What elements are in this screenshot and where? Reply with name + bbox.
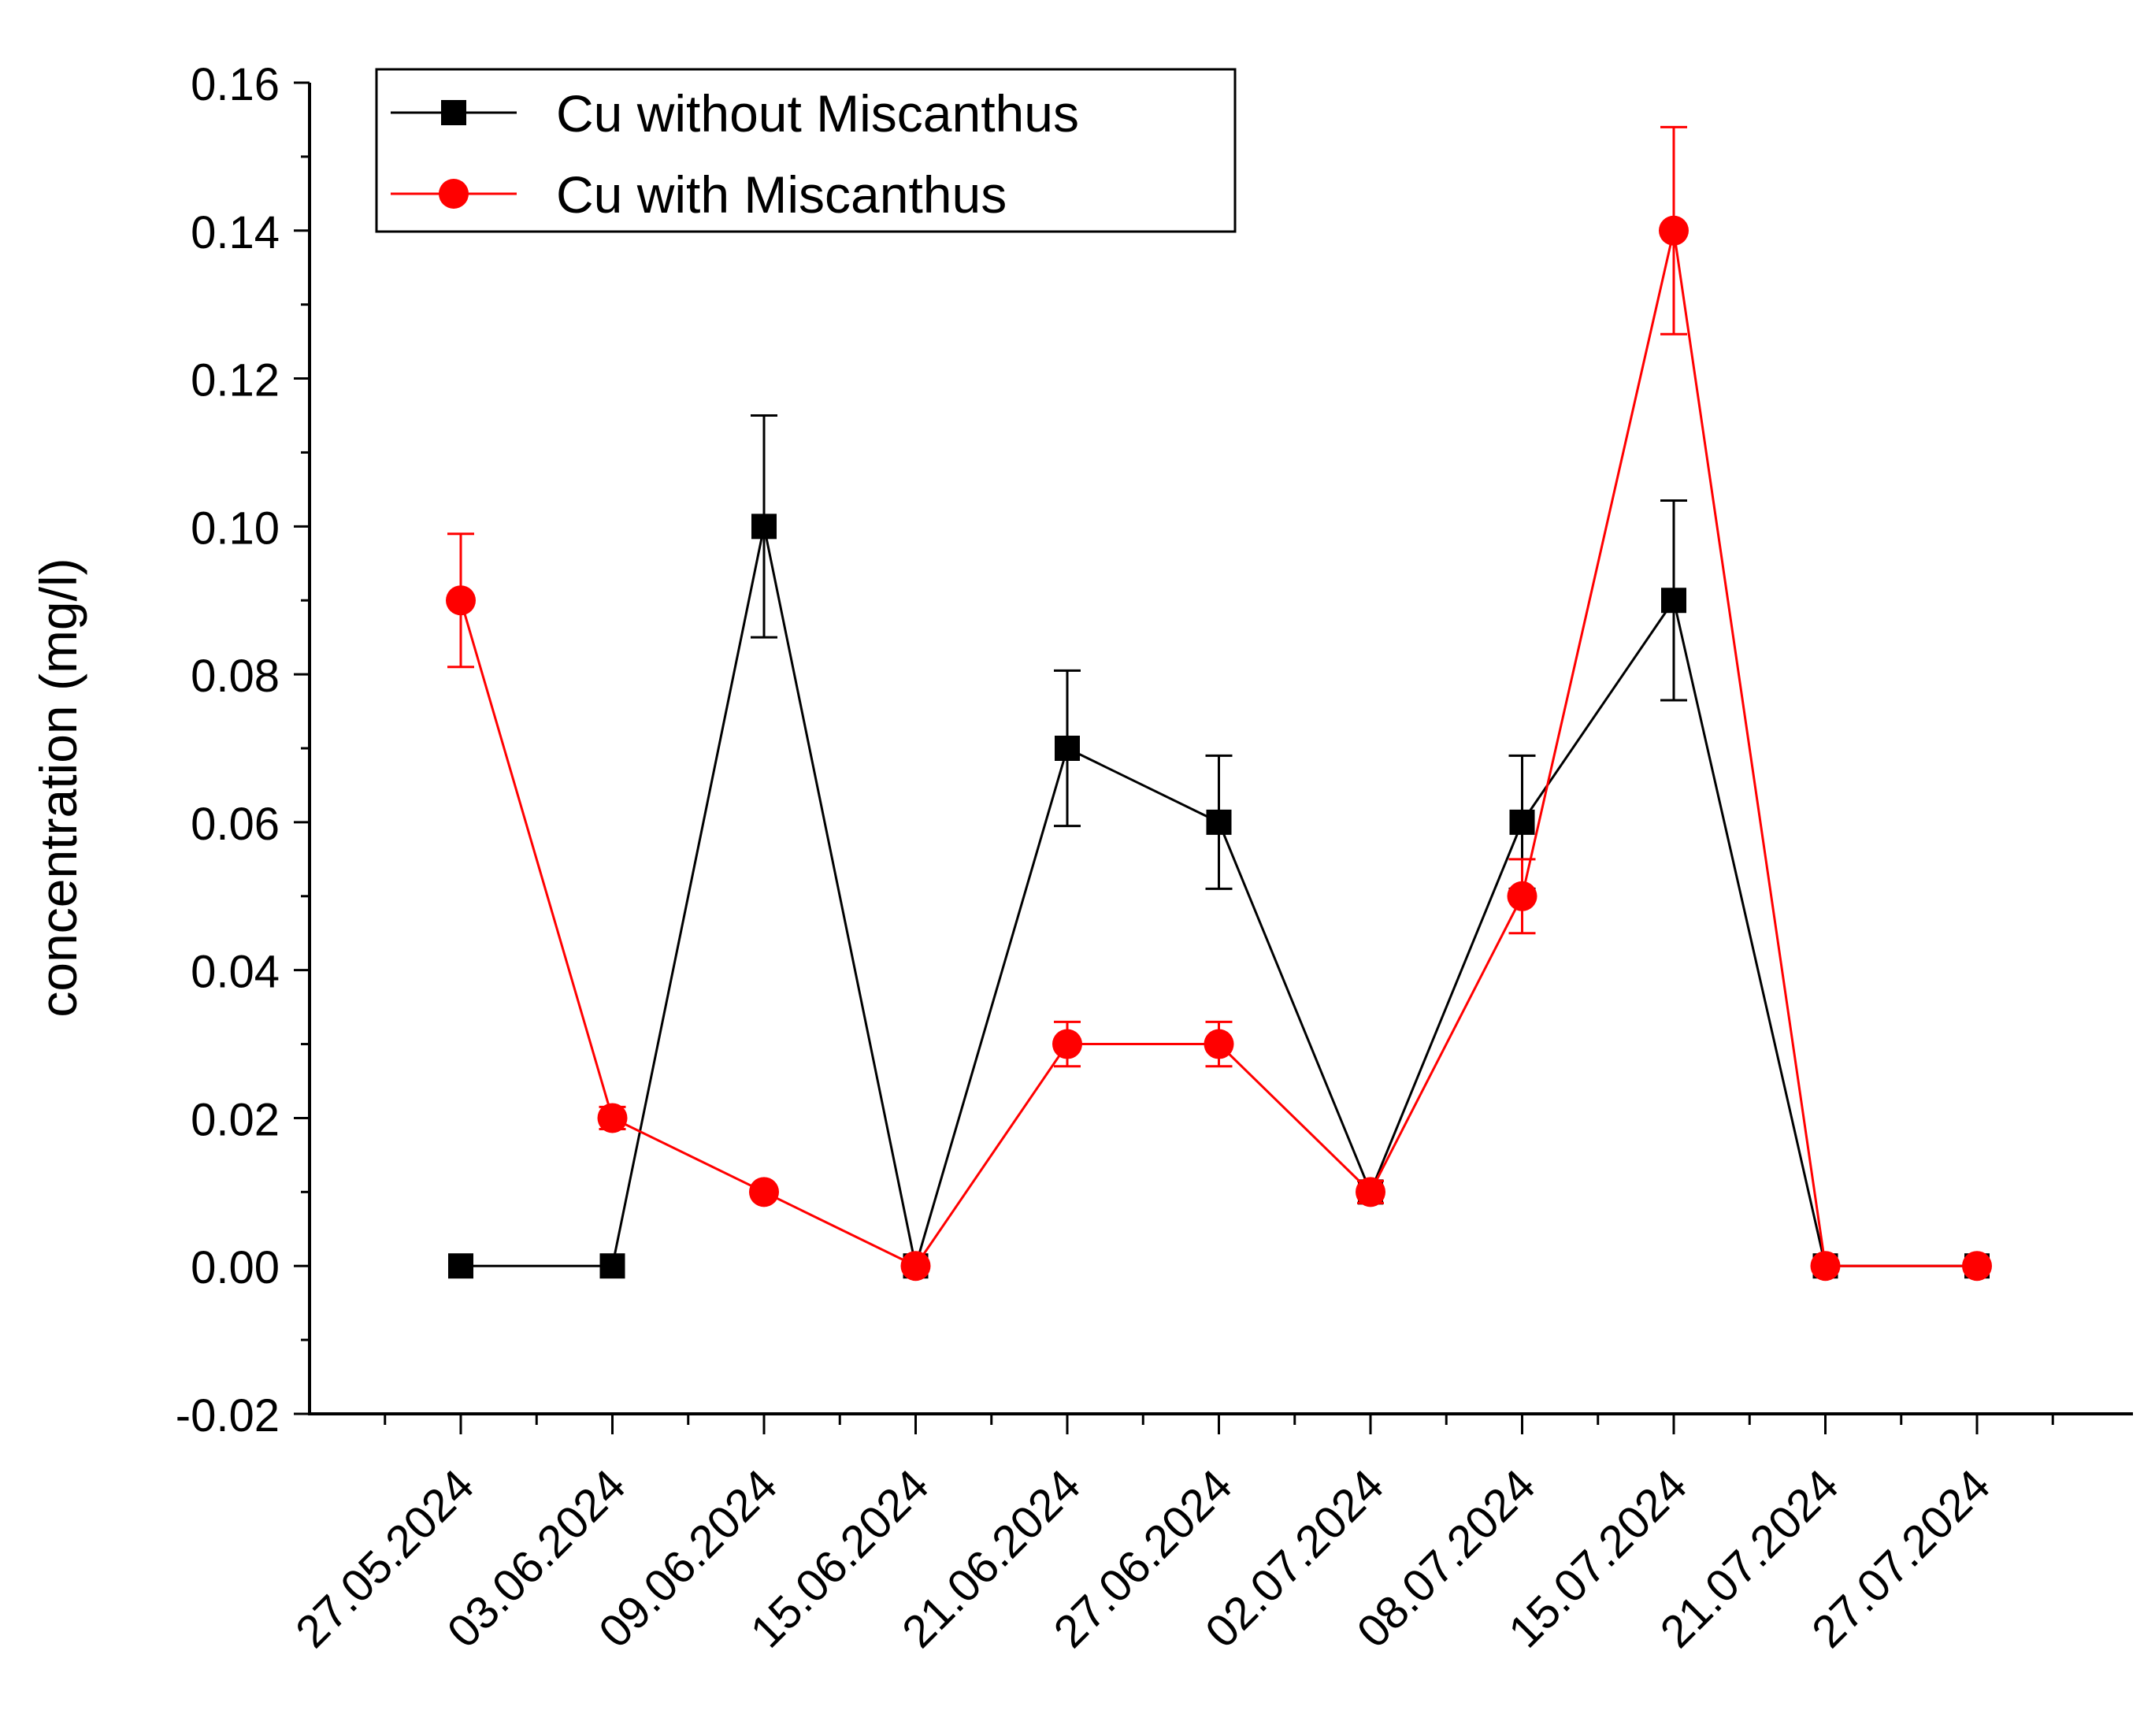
y-tick-label: 0.16: [191, 59, 280, 110]
data-point: [597, 1103, 628, 1133]
series-2: [446, 125, 1992, 1282]
y-tick-label: -0.02: [176, 1390, 280, 1441]
y-tick-label: 0.00: [191, 1242, 280, 1293]
axes: -0.02 0.00 0.02 0.04 0.06 0.08 0.10 0.12 0.14 0.1…: [176, 59, 2133, 1657]
legend-label: Cu with Miscanthus: [556, 165, 1007, 224]
data-point: [900, 1251, 931, 1282]
legend: Cu without Miscanthus Cu with Miscanthus: [375, 68, 1237, 233]
data-point: [1810, 1251, 1841, 1282]
legend-marker: [439, 179, 469, 209]
legend-marker: [441, 100, 466, 125]
data-point: [751, 514, 777, 540]
y-tick-label: 0.02: [191, 1094, 280, 1145]
series-line: [459, 230, 1977, 1268]
data-point: [446, 585, 476, 616]
y-tick-label: 0.06: [191, 799, 280, 850]
data-point: [1659, 215, 1689, 246]
series-layer: [446, 125, 1992, 1282]
data-point: [1206, 809, 1232, 835]
data-point: [1052, 1029, 1082, 1059]
data-point: [599, 1253, 625, 1279]
data-point: [1661, 588, 1686, 614]
data-point: [1055, 736, 1080, 761]
legend-entry: Cu without Miscanthus: [391, 84, 1079, 143]
legend-entry: Cu with Miscanthus: [391, 165, 1007, 224]
legend-box: [375, 68, 1237, 233]
y-tick-label: 0.12: [191, 355, 280, 406]
data-point: [1356, 1177, 1385, 1207]
legend-label: Cu without Miscanthus: [556, 84, 1079, 143]
y-tick-label: 0.10: [191, 503, 280, 554]
series-1: [448, 414, 1990, 1279]
data-point: [448, 1253, 473, 1279]
data-point: [1509, 809, 1535, 835]
data-point: [1507, 881, 1537, 911]
data-point: [1962, 1251, 1992, 1282]
y-tick-label: 0.08: [191, 651, 280, 702]
data-point: [1204, 1029, 1234, 1059]
y-tick-label: 0.04: [191, 947, 280, 998]
y-tick-label: 0.14: [191, 207, 280, 258]
y-axis-label: concentration (mg/l): [29, 558, 87, 1017]
data-point: [749, 1177, 779, 1207]
